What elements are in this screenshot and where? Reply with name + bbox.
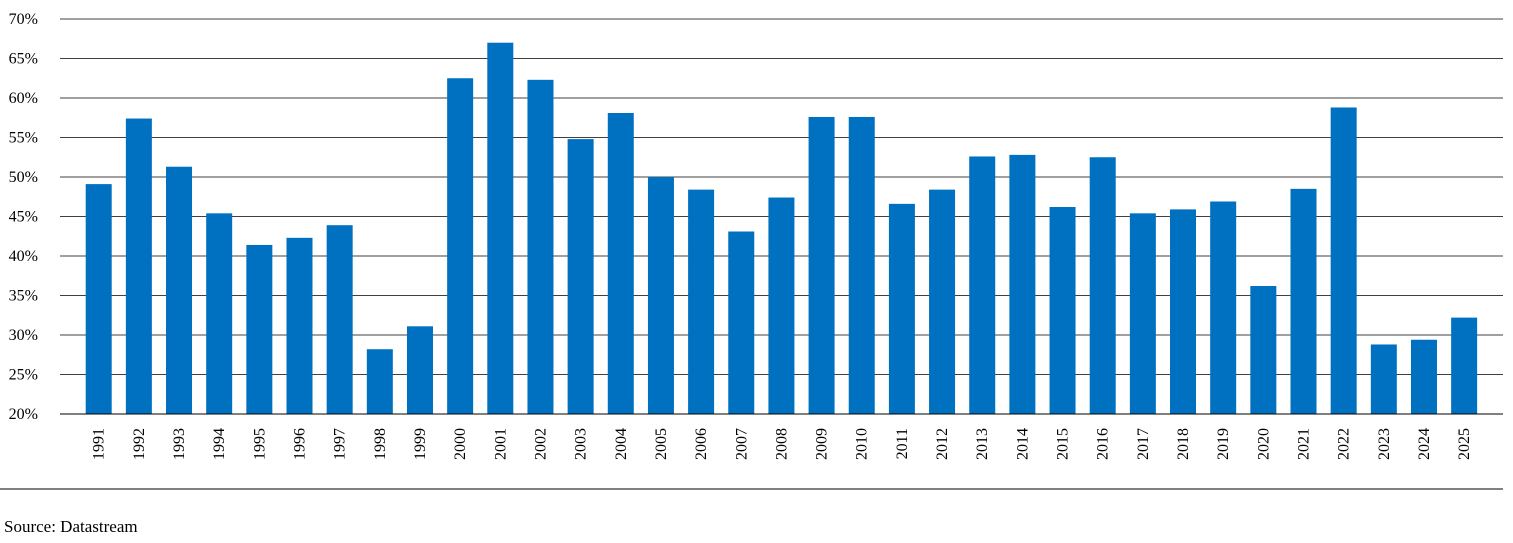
bar-2010 xyxy=(848,116,875,415)
bar-2021 xyxy=(1290,188,1317,414)
x-axis-tick-labels: 1991 1992 1993 1994 1995 1996 1997 1998 1999 2000… xyxy=(91,428,1473,460)
x-tick-label-1999: 1999 xyxy=(412,428,429,460)
x-tick-label-2004: 2004 xyxy=(613,428,630,460)
x-tick-label-2012: 2012 xyxy=(934,428,951,460)
x-tick-label-1997: 1997 xyxy=(332,428,349,460)
bar-1997 xyxy=(326,225,353,414)
x-tick-label-2025: 2025 xyxy=(1456,428,1473,460)
bar-2013 xyxy=(969,156,996,414)
y-axis-tick-labels: 20% 25% 30% 35% 40% 45% 50% 55% 60% 65% 70% xyxy=(9,11,38,423)
x-tick-label-2024: 2024 xyxy=(1416,428,1433,460)
y-tick-label: 20% xyxy=(9,406,38,423)
x-tick-label-2000: 2000 xyxy=(452,428,469,460)
bar-2004 xyxy=(607,113,634,414)
x-tick-label-2018: 2018 xyxy=(1175,428,1192,460)
bar-1991 xyxy=(85,184,112,414)
y-tick-label: 35% xyxy=(9,288,38,305)
bar-2003 xyxy=(567,139,594,414)
x-tick-label-2016: 2016 xyxy=(1095,428,1112,460)
bar-2011 xyxy=(888,203,915,414)
x-tick-label-2021: 2021 xyxy=(1296,428,1313,460)
y-tick-label: 45% xyxy=(9,209,38,226)
y-tick-label: 60% xyxy=(9,90,38,107)
x-tick-label-1996: 1996 xyxy=(292,428,309,460)
y-tick-label: 55% xyxy=(9,130,38,147)
bar-2022 xyxy=(1330,107,1357,414)
bar-1994 xyxy=(206,213,233,414)
x-tick-label-1992: 1992 xyxy=(131,428,148,460)
y-tick-label: 65% xyxy=(9,51,38,68)
x-tick-label-2006: 2006 xyxy=(693,428,710,460)
x-tick-label-1993: 1993 xyxy=(171,428,188,460)
y-tick-label: 40% xyxy=(9,248,38,265)
bars xyxy=(85,42,1478,415)
x-tick-label-2014: 2014 xyxy=(1014,428,1031,460)
x-tick-label-2020: 2020 xyxy=(1255,428,1272,460)
bar-2005 xyxy=(647,177,674,414)
bar-2007 xyxy=(728,231,755,414)
bar-2000 xyxy=(447,78,474,414)
bar-2016 xyxy=(1089,157,1116,414)
x-tick-label-2017: 2017 xyxy=(1135,428,1152,460)
bar-2020 xyxy=(1250,286,1277,414)
x-tick-label-2023: 2023 xyxy=(1376,428,1393,460)
bar-2001 xyxy=(487,42,514,414)
bar-1998 xyxy=(366,349,393,414)
x-tick-label-2001: 2001 xyxy=(492,428,509,460)
x-tick-label-2010: 2010 xyxy=(854,428,871,460)
x-tick-label-1995: 1995 xyxy=(251,428,268,460)
bar-2015 xyxy=(1049,207,1076,414)
bar-1992 xyxy=(125,118,152,414)
bar-2024 xyxy=(1410,339,1437,414)
source-note: Source: Datastream xyxy=(4,517,138,536)
x-tick-label-1998: 1998 xyxy=(372,428,389,460)
y-tick-label: 25% xyxy=(9,367,38,384)
y-tick-label: 50% xyxy=(9,169,38,186)
bar-2008 xyxy=(768,197,795,414)
bar-1999 xyxy=(406,326,433,414)
x-tick-label-2019: 2019 xyxy=(1215,428,1232,460)
bar-1993 xyxy=(166,166,193,414)
bar-chart: 20%25%30%35%40%45%50%55%60%65%70% 1991 19… xyxy=(0,11,1503,490)
x-tick-label-2011: 2011 xyxy=(894,428,911,459)
bar-1996 xyxy=(286,237,313,414)
x-tick-label-2022: 2022 xyxy=(1336,428,1353,460)
y-tick-label: 70% xyxy=(9,11,38,28)
x-tick-label-2008: 2008 xyxy=(773,428,790,460)
bar-1995 xyxy=(246,244,273,414)
bar-2025 xyxy=(1451,317,1478,414)
bar-2012 xyxy=(929,189,956,414)
x-tick-label-2015: 2015 xyxy=(1055,428,1072,460)
x-tick-label-2003: 2003 xyxy=(573,428,590,460)
bar-2018 xyxy=(1170,209,1197,414)
bar-2009 xyxy=(808,116,835,415)
x-tick-label-2007: 2007 xyxy=(733,428,750,460)
x-tick-label-2005: 2005 xyxy=(653,428,670,460)
bar-2002 xyxy=(527,79,554,414)
bar-2006 xyxy=(688,189,715,414)
x-tick-label-2013: 2013 xyxy=(974,428,991,460)
x-tick-label-1994: 1994 xyxy=(211,428,228,460)
bar-2014 xyxy=(1009,154,1036,414)
bar-2017 xyxy=(1129,213,1156,414)
bar-2023 xyxy=(1370,344,1397,414)
bar-2019 xyxy=(1210,201,1237,414)
y-tick-label: 30% xyxy=(9,327,38,344)
x-tick-label-2002: 2002 xyxy=(532,428,549,460)
x-tick-label-2009: 2009 xyxy=(814,428,831,460)
x-tick-label-1991: 1991 xyxy=(91,428,108,460)
